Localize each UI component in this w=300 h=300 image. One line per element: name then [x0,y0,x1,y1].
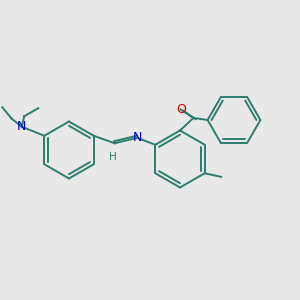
Text: N: N [133,131,142,144]
Text: H: H [109,152,117,162]
Text: O: O [176,103,186,116]
Text: N: N [17,120,26,133]
